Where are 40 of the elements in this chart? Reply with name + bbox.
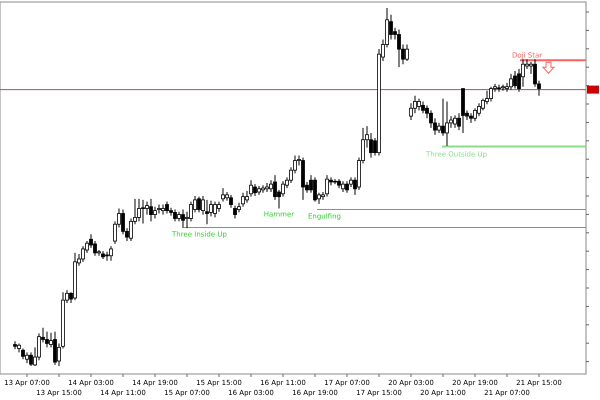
candlestick [173, 209, 177, 222]
candlestick [469, 112, 473, 124]
candlestick [217, 201, 221, 212]
candlestick [489, 86, 493, 102]
candlestick [477, 102, 481, 117]
candlestick [345, 180, 349, 194]
candlestick [445, 100, 449, 146]
candlestick [109, 246, 113, 262]
candlestick [141, 199, 145, 224]
candlestick [441, 98, 445, 136]
candlestick [29, 352, 33, 366]
candlestick [205, 199, 209, 225]
candlestick [137, 198, 141, 222]
candlestick [161, 204, 165, 216]
candlestick [313, 176, 317, 202]
candlestick [269, 180, 273, 193]
candlestick [405, 44, 409, 62]
candlestick [177, 211, 181, 222]
candlestick [453, 114, 457, 128]
candlestick [397, 28, 401, 68]
candlestick [25, 352, 29, 364]
candlestick [233, 205, 237, 220]
candlestick [197, 196, 201, 213]
candlestick [153, 206, 157, 220]
candlestick [165, 201, 169, 214]
candlestick [513, 70, 517, 90]
candlestick [229, 194, 233, 208]
candlestick [53, 331, 57, 366]
candlestick [437, 122, 441, 134]
candlestick [325, 174, 329, 198]
candlestick [417, 98, 421, 111]
candlestick [221, 188, 225, 202]
candlestick [213, 201, 217, 218]
candlestick [509, 73, 513, 90]
candlestick [253, 184, 257, 196]
candlestick [21, 348, 25, 360]
candlestick [149, 198, 153, 222]
candlestick [181, 209, 185, 229]
candlestick [341, 180, 345, 193]
candlestick [45, 331, 49, 348]
